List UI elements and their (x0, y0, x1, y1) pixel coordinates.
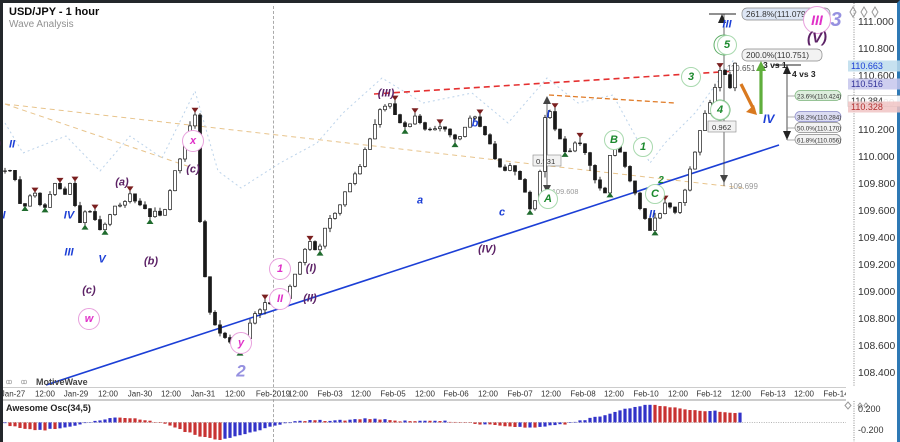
svg-text:Feb-03: Feb-03 (317, 390, 343, 399)
svg-text:110.516: 110.516 (851, 79, 883, 89)
svg-text:Feb-07: Feb-07 (507, 390, 533, 399)
svg-text:Jan-31: Jan-31 (191, 390, 216, 399)
svg-text:12:00: 12:00 (541, 390, 562, 399)
svg-text:Jan-30: Jan-30 (128, 390, 153, 399)
svg-text:12:00: 12:00 (351, 390, 372, 399)
svg-text:108.400: 108.400 (858, 368, 895, 379)
svg-text:111.000: 111.000 (858, 17, 894, 28)
svg-text:0.200: 0.200 (858, 404, 881, 414)
svg-text:110.000: 110.000 (858, 152, 895, 163)
svg-text:110.200: 110.200 (858, 125, 895, 136)
svg-text:108.600: 108.600 (858, 341, 895, 352)
svg-text:Jan-29: Jan-29 (64, 390, 89, 399)
svg-text:-0.200: -0.200 (858, 425, 884, 435)
svg-text:12:00: 12:00 (161, 390, 182, 399)
svg-text:Feb-12: Feb-12 (696, 390, 722, 399)
svg-text:12:00: 12:00 (35, 390, 56, 399)
svg-text:Feb-06: Feb-06 (443, 390, 469, 399)
svg-text:12:00: 12:00 (98, 390, 119, 399)
svg-text:109.200: 109.200 (858, 260, 895, 271)
svg-text:109.600: 109.600 (858, 206, 895, 217)
svg-text:12:00: 12:00 (415, 390, 436, 399)
svg-text:Feb-10: Feb-10 (633, 390, 659, 399)
svg-text:Feb-2019: Feb-2019 (256, 390, 291, 399)
svg-text:110.800: 110.800 (858, 44, 895, 55)
svg-text:109.000: 109.000 (858, 287, 895, 298)
svg-text:109.800: 109.800 (858, 179, 895, 190)
svg-text:Feb-05: Feb-05 (380, 390, 406, 399)
svg-text:Awesome Osc(34,5): Awesome Osc(34,5) (6, 403, 91, 413)
svg-text:12:00: 12:00 (288, 390, 309, 399)
svg-text:110.328: 110.328 (851, 102, 883, 112)
svg-text:12:00: 12:00 (794, 390, 815, 399)
svg-text:12:00: 12:00 (225, 390, 246, 399)
svg-text:12:00: 12:00 (478, 390, 499, 399)
svg-text:108.800: 108.800 (858, 314, 895, 325)
svg-text:109.400: 109.400 (858, 233, 895, 244)
svg-text:Feb-13: Feb-13 (760, 390, 786, 399)
svg-text:Feb-14: Feb-14 (823, 390, 846, 399)
svg-text:110.663: 110.663 (851, 61, 883, 71)
svg-text:Jan-27: Jan-27 (3, 390, 26, 399)
svg-text:12:00: 12:00 (604, 390, 625, 399)
svg-text:12:00: 12:00 (731, 390, 752, 399)
svg-text:Feb-08: Feb-08 (570, 390, 596, 399)
svg-text:12:00: 12:00 (668, 390, 689, 399)
